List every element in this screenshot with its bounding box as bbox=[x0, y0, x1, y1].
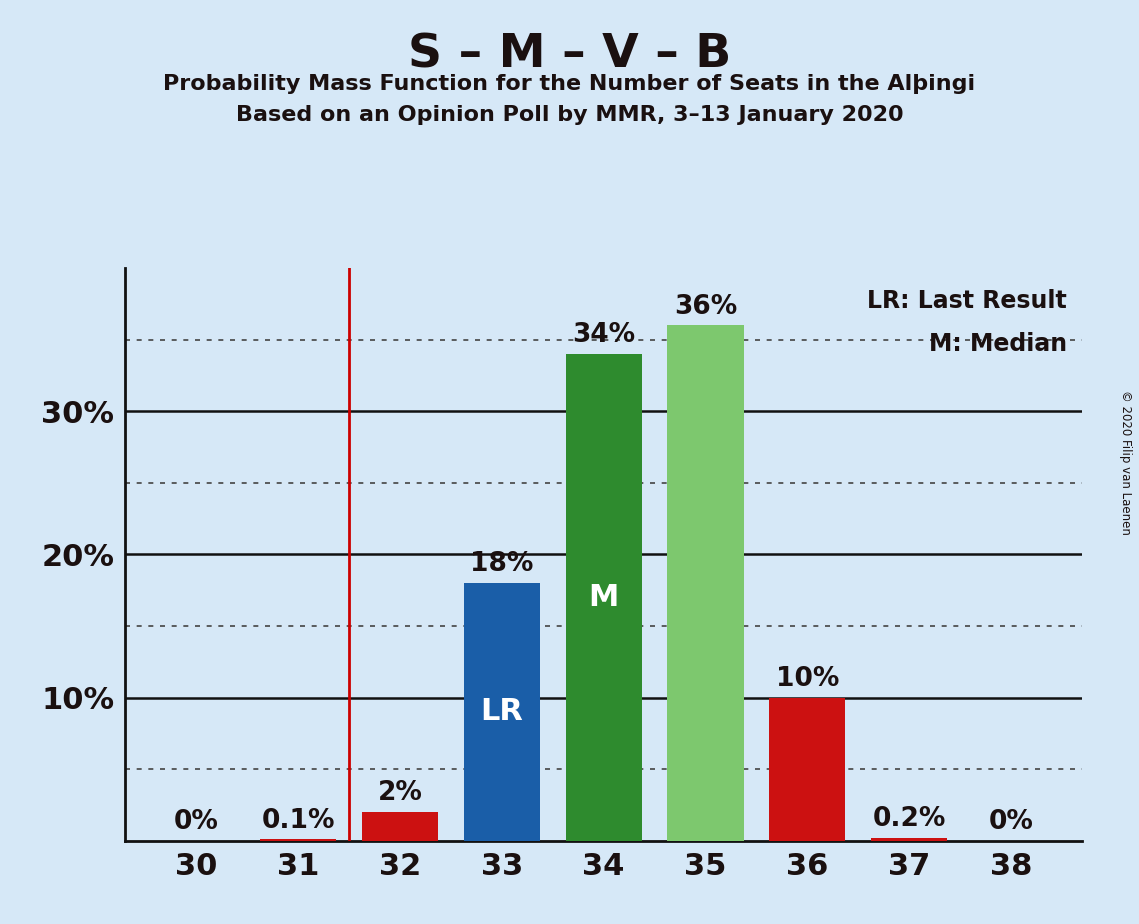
Text: © 2020 Filip van Laenen: © 2020 Filip van Laenen bbox=[1118, 390, 1132, 534]
Text: 0%: 0% bbox=[989, 809, 1033, 835]
Text: 36%: 36% bbox=[674, 294, 737, 320]
Text: LR: LR bbox=[481, 698, 523, 726]
Bar bbox=[769, 698, 845, 841]
Bar bbox=[565, 354, 642, 841]
Bar bbox=[362, 812, 439, 841]
Text: 18%: 18% bbox=[470, 552, 533, 578]
Text: M: M bbox=[589, 583, 618, 612]
Text: 0.1%: 0.1% bbox=[262, 808, 335, 833]
Bar bbox=[260, 839, 336, 841]
Text: Based on an Opinion Poll by MMR, 3–13 January 2020: Based on an Opinion Poll by MMR, 3–13 Ja… bbox=[236, 105, 903, 126]
Text: Probability Mass Function for the Number of Seats in the Alþingi: Probability Mass Function for the Number… bbox=[163, 74, 976, 94]
Text: 0.2%: 0.2% bbox=[872, 807, 945, 833]
Text: M: Median: M: Median bbox=[928, 333, 1067, 357]
Bar bbox=[464, 583, 540, 841]
Text: S – M – V – B: S – M – V – B bbox=[408, 32, 731, 78]
Text: 2%: 2% bbox=[378, 781, 423, 807]
Bar bbox=[667, 325, 744, 841]
Text: 0%: 0% bbox=[174, 809, 219, 835]
Bar bbox=[871, 838, 948, 841]
Text: 34%: 34% bbox=[572, 322, 636, 348]
Text: LR: Last Result: LR: Last Result bbox=[867, 289, 1067, 313]
Text: 10%: 10% bbox=[776, 666, 839, 692]
